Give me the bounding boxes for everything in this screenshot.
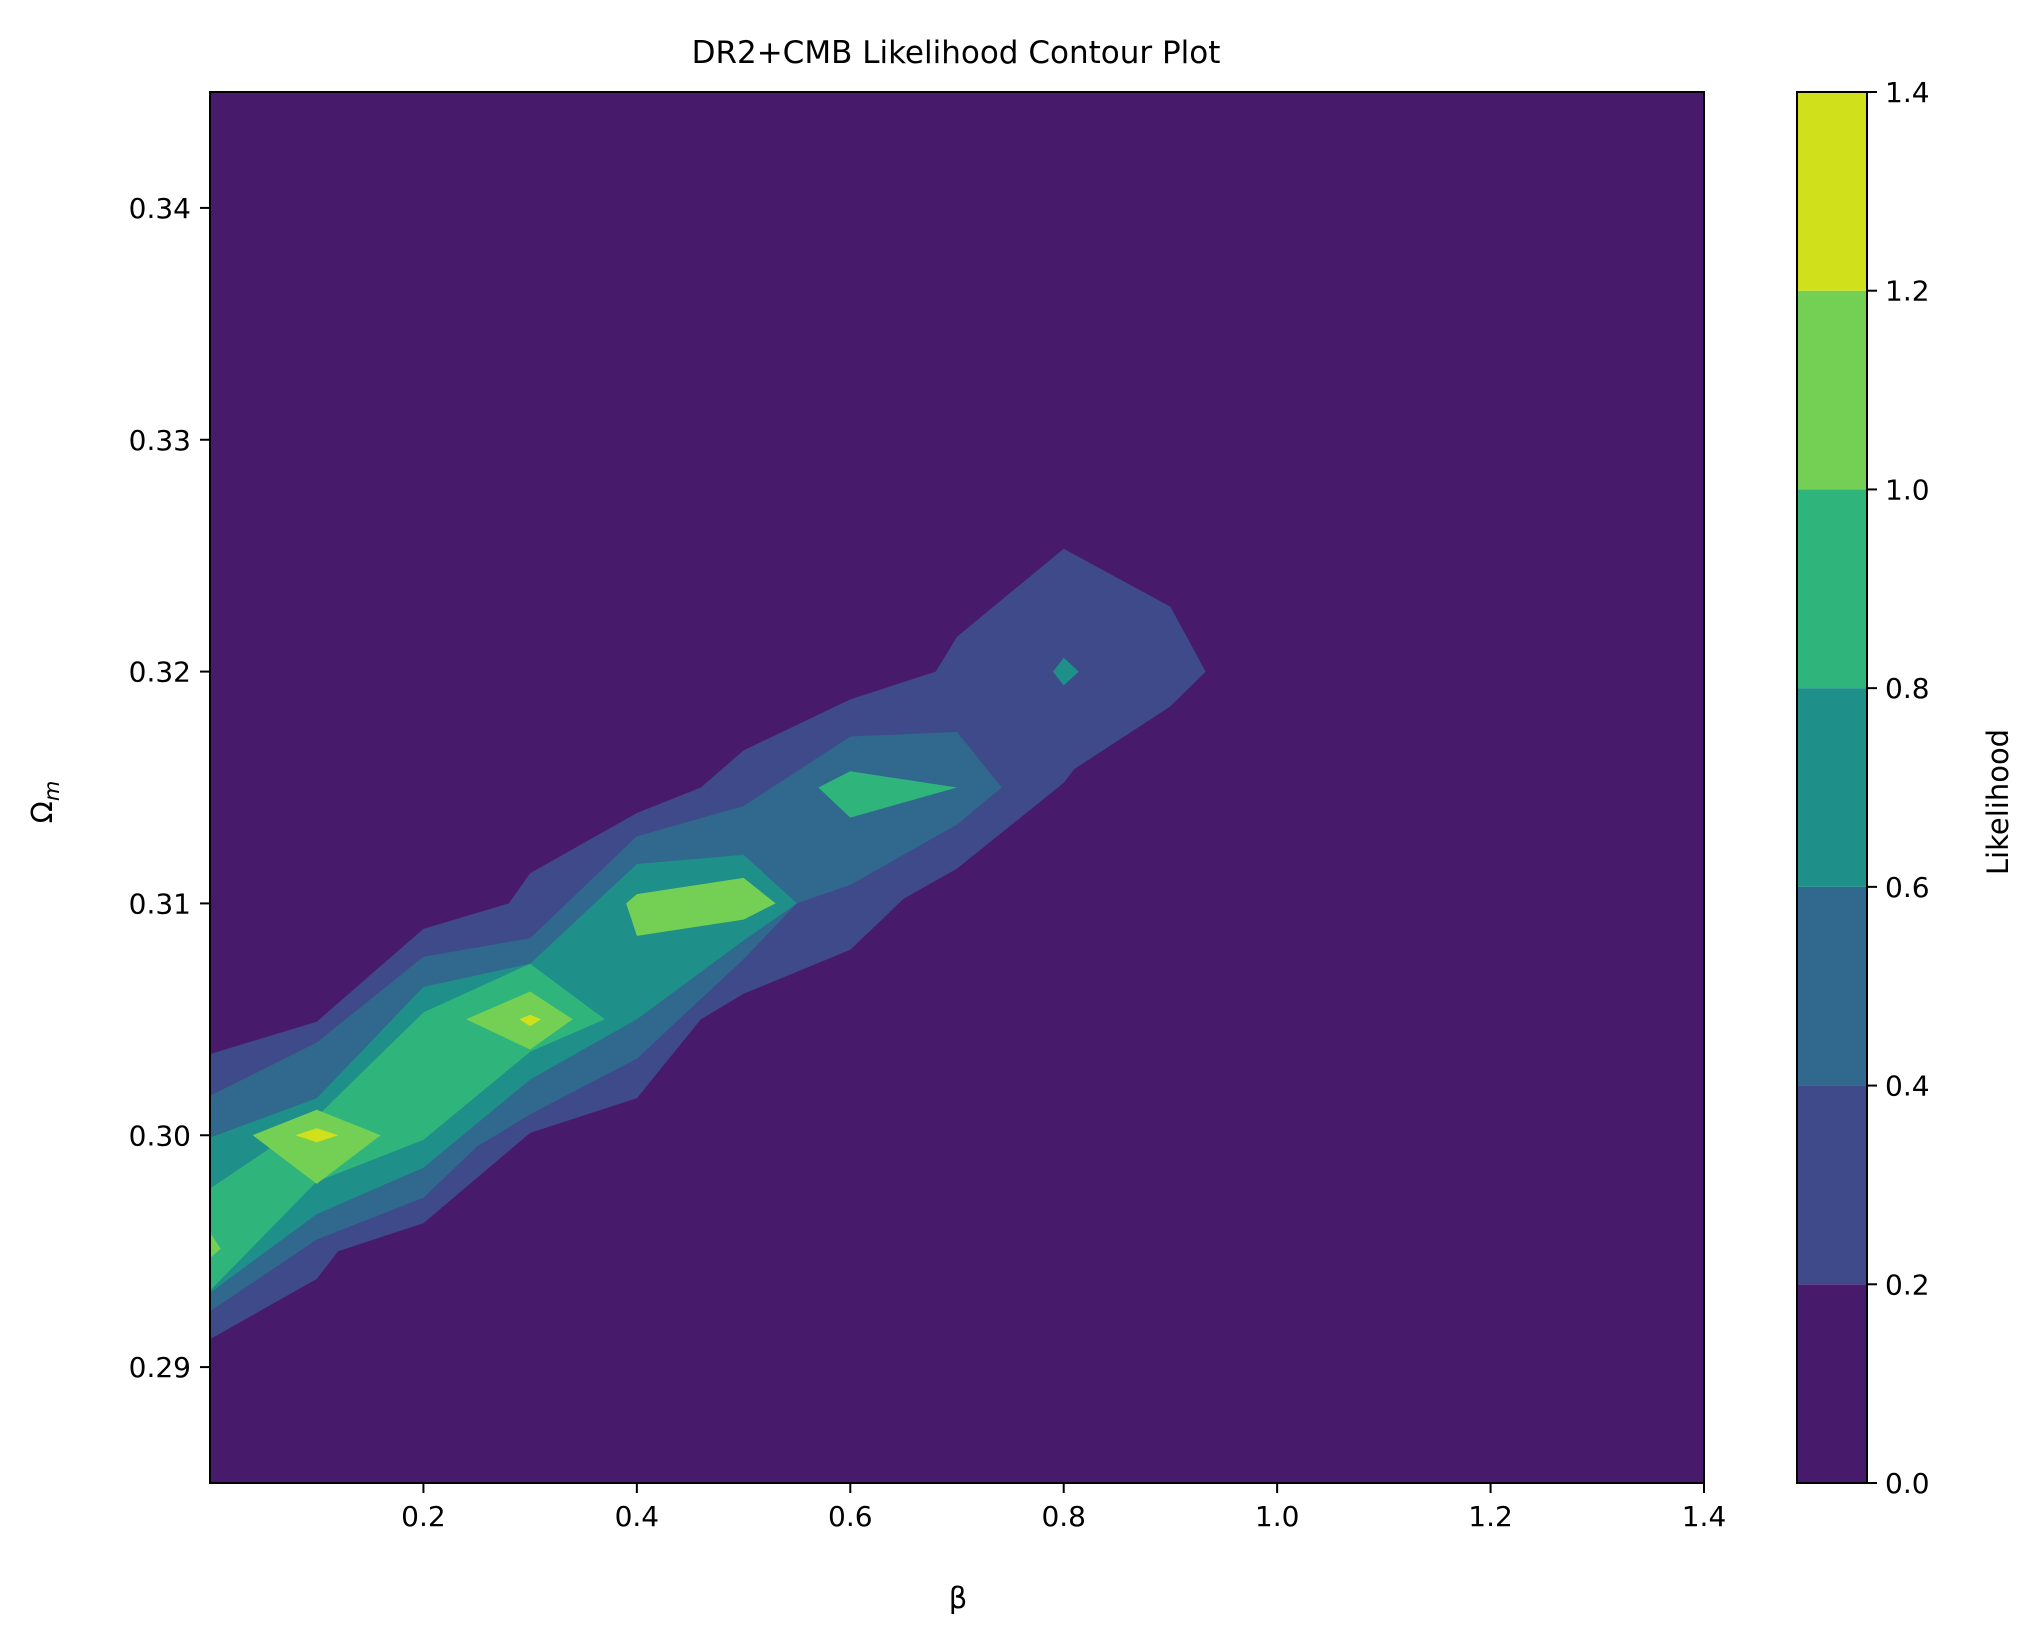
colorbar-tick-label-1: 0.2 [1885,1268,1930,1301]
y-tick-label-1: 0.30 [129,1119,191,1152]
colorbar-segment-4 [1797,489,1867,689]
contour-region-10 [295,1128,339,1143]
chart-title: DR2+CMB Likelihood Contour Plot [692,35,1221,71]
y-tick-label-2: 0.31 [129,887,191,920]
contour-region-3 [1053,657,1079,686]
y-tick-label-3: 0.32 [129,656,191,689]
contour-region-5 [818,771,957,818]
x-tick-label-6: 1.4 [1682,1500,1727,1533]
colorbar-tick-label-0: 0.0 [1885,1467,1930,1500]
colorbar-segment-1 [1797,1085,1867,1285]
colorbar-tick-label-3: 0.6 [1885,871,1930,904]
contour-region-7 [252,1109,381,1184]
y-axis-label-symbol: Ω [25,801,59,823]
x-tick-label-2: 0.6 [828,1500,873,1533]
contour-region-9 [626,877,776,936]
x-axis: 0.2 0.4 0.6 0.8 1.0 1.2 1.4 [401,1483,1726,1533]
y-axis-label-subscript: m [40,781,64,801]
plot-area [209,91,1705,1484]
x-axis-label: β [949,1581,968,1615]
x-tick-label-5: 1.2 [1468,1500,1513,1533]
colorbar-tick-label-7: 1.4 [1885,76,1930,109]
colorbar-segment-3 [1797,688,1867,887]
y-axis-label: Ωm [25,781,64,824]
x-tick-label-4: 1.0 [1255,1500,1300,1533]
colorbar: 0.0 0.2 0.4 0.6 0.8 1.0 1.2 1.4 [1796,76,1930,1500]
y-tick-label-0: 0.29 [129,1351,191,1384]
contour-region-8 [466,991,573,1050]
y-tick-label-4: 0.33 [129,424,191,457]
colorbar-tick-label-4: 0.8 [1885,672,1930,705]
plot-frame [209,91,1705,1484]
contour-region-4 [210,963,605,1291]
y-tick-label-5: 0.34 [129,192,191,225]
contour-region-11 [519,1014,541,1027]
colorbar-segment-5 [1797,290,1867,490]
colorbar-tick-label-5: 1.0 [1885,473,1930,506]
x-tick-label-0: 0.2 [401,1500,446,1533]
colorbar-tick-label-2: 0.4 [1885,1070,1930,1103]
x-tick-label-3: 0.8 [1041,1500,1086,1533]
colorbar-segment-2 [1797,886,1867,1086]
colorbar-label: Likelihood [1981,729,2015,875]
contour-regions [210,548,1206,1340]
x-tick-label-1: 0.4 [615,1500,660,1533]
colorbar-segment-6 [1797,92,1867,291]
colorbar-tick-label-6: 1.2 [1885,275,1930,308]
y-axis: 0.29 0.30 0.31 0.32 0.33 0.34 [129,192,210,1384]
contour-region-6 [210,1232,221,1259]
colorbar-frame [1796,91,1868,1484]
colorbar-segment-0 [1797,1284,1867,1483]
